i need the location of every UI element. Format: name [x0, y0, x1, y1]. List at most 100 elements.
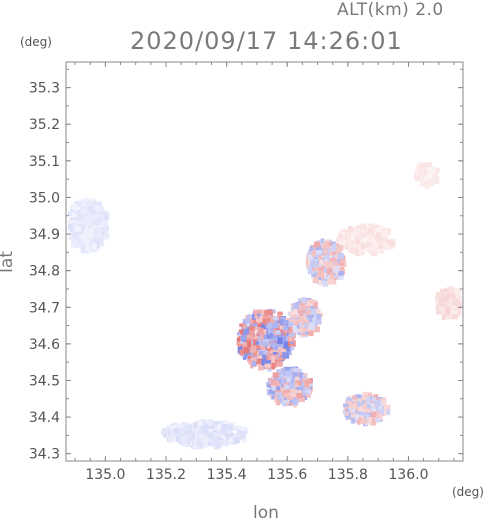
- echo-cell: [345, 401, 352, 408]
- echo-cell: [306, 299, 311, 304]
- echo-cell: [261, 346, 266, 350]
- echo-cell: [310, 309, 316, 315]
- y-tick-label: 34.8: [29, 264, 60, 280]
- echo-cell: [105, 219, 109, 226]
- echo-cell: [272, 329, 277, 333]
- echo-cell: [179, 434, 184, 440]
- echo-cell: [90, 201, 98, 205]
- echo-region: [288, 297, 323, 338]
- echo-cell: [80, 219, 87, 224]
- echo-cell: [240, 434, 245, 439]
- echo-cell: [341, 236, 346, 240]
- echo-cell: [257, 327, 264, 335]
- echo-cell: [337, 235, 343, 240]
- echo-cell: [102, 211, 109, 216]
- echo-cell: [293, 371, 299, 378]
- echo-cell: [214, 432, 221, 437]
- echo-cell: [355, 249, 360, 257]
- echo-cell: [257, 323, 261, 328]
- echo-cell: [294, 323, 300, 331]
- echo-cell: [323, 255, 330, 262]
- echo-cell: [278, 381, 284, 385]
- echo-cell: [176, 435, 180, 442]
- echo-cell: [380, 232, 385, 237]
- echo-cell: [274, 349, 279, 353]
- echo-cell: [427, 166, 435, 173]
- echo-cell: [272, 372, 280, 378]
- echo-cell: [370, 405, 375, 412]
- echo-cell: [451, 313, 458, 320]
- echo-cell: [222, 424, 226, 429]
- echo-cell: [447, 293, 451, 299]
- echo-cell: [245, 317, 250, 324]
- echo-cell: [192, 436, 196, 441]
- x-axis-unit: (deg): [452, 485, 484, 499]
- echo-cell: [236, 332, 240, 336]
- echo-cell: [182, 422, 187, 428]
- echo-cell: [366, 397, 370, 405]
- y-tick-label: 34.6: [29, 337, 60, 353]
- echo-cell: [84, 246, 90, 251]
- echo-cell: [250, 357, 257, 362]
- echo-region: [305, 238, 347, 287]
- echo-cell: [103, 233, 110, 238]
- echo-cell: [372, 251, 378, 257]
- echo-region: [435, 286, 462, 320]
- echo-cell: [329, 257, 336, 262]
- echo-cell: [423, 162, 431, 170]
- echo-cell: [253, 326, 258, 331]
- echo-cell: [176, 423, 183, 428]
- echo-cell: [69, 210, 73, 215]
- echo-cell: [452, 299, 460, 306]
- echo-cell: [265, 360, 271, 364]
- echo-cell: [350, 417, 355, 424]
- echo-cell: [182, 434, 190, 439]
- echo-cell: [387, 239, 393, 245]
- echo-cell: [350, 236, 357, 242]
- echo-cell: [274, 394, 279, 400]
- echo-cell: [243, 347, 250, 354]
- echo-cell: [356, 417, 362, 422]
- echo-cell: [250, 349, 256, 353]
- echo-cell: [240, 426, 246, 431]
- echo-cell: [309, 322, 315, 330]
- echo-cell: [87, 220, 92, 226]
- echo-cell: [261, 359, 265, 366]
- echo-cell: [335, 261, 342, 268]
- echo-cell: [362, 393, 369, 400]
- echo-cell: [454, 290, 461, 296]
- echo-cell: [289, 310, 297, 318]
- echo-cell: [365, 230, 370, 235]
- echo-cell: [305, 393, 311, 398]
- echo-cell: [257, 336, 262, 342]
- echo-cell: [433, 173, 438, 178]
- echo-cell: [269, 316, 275, 323]
- echo-cell: [286, 346, 291, 352]
- echo-cell: [89, 210, 96, 215]
- echo-cell: [307, 389, 312, 394]
- echo-cell: [288, 321, 294, 328]
- echo-cell: [95, 218, 102, 225]
- echo-cell: [295, 386, 299, 390]
- echo-cell: [272, 352, 278, 357]
- echo-region: [266, 366, 313, 408]
- tick-layer: 34.3 34.4 34.5 34.6 34.7 34.8 34.9 35.0 35.1 35.2…: [29, 62, 463, 483]
- echo-cell: [258, 363, 264, 371]
- echo-cell: [249, 325, 255, 332]
- echo-cell: [308, 255, 314, 261]
- echo-cell: [383, 404, 391, 410]
- y-tick-label: 34.3: [29, 447, 60, 463]
- echo-cell: [286, 377, 292, 383]
- echo-cell: [346, 397, 351, 401]
- echo-cell: [92, 221, 97, 225]
- echo-cell: [97, 205, 101, 213]
- echo-cell: [337, 253, 344, 259]
- echo-cell: [299, 332, 304, 338]
- echo-cell: [441, 313, 447, 320]
- echo-cell: [309, 246, 314, 252]
- echo-cell: [297, 386, 305, 391]
- echo-cell: [266, 343, 270, 349]
- echo-cell: [288, 333, 295, 340]
- echo-cell: [84, 224, 88, 231]
- echo-cell: [447, 288, 451, 293]
